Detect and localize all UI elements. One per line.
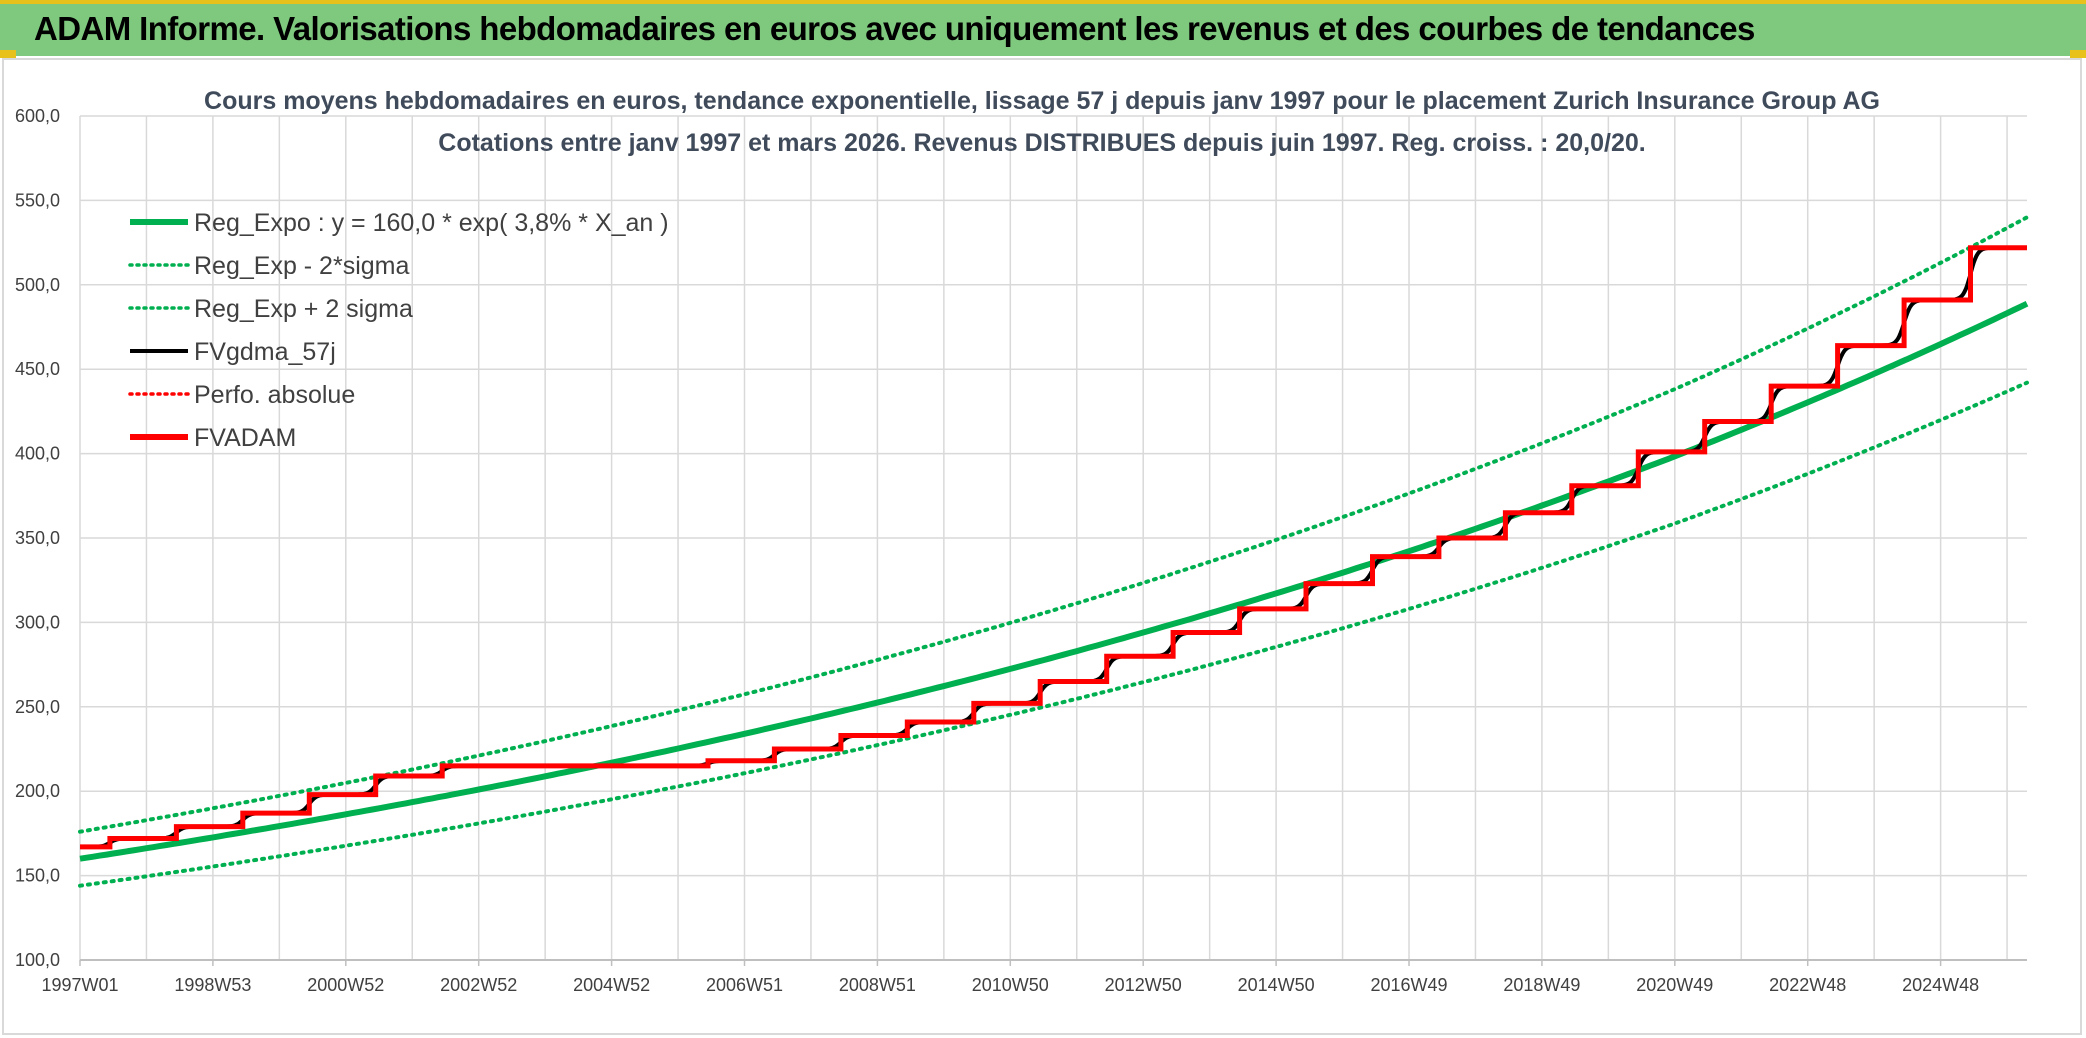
y-tick-label: 150,0	[15, 866, 60, 886]
chart-subtitle: Cotations entre janv 1997 et mars 2026. …	[438, 129, 1645, 157]
legend-label: Reg_Expo : y = 160,0 * exp( 3,8% * X_an …	[194, 209, 669, 237]
x-tick-label: 2000W52	[307, 975, 384, 995]
legend-label: Perfo. absolue	[194, 381, 355, 409]
series-reg-expo	[79, 301, 2029, 862]
legend-label: Reg_Exp + 2 sigma	[194, 295, 413, 323]
x-tick-label: 2004W52	[573, 975, 650, 995]
report-banner: ADAM Informe. Valorisations hebdomadaire…	[0, 0, 2086, 56]
corner-mark-left	[0, 50, 16, 58]
legend-label: FVgdma_57j	[194, 338, 336, 366]
x-tick-label: 2006W51	[706, 975, 783, 995]
x-tick-label: 2022W48	[1769, 975, 1846, 995]
series-reg-exp-plus-2sigma	[78, 215, 2029, 834]
y-tick-label: 600,0	[15, 106, 60, 126]
x-tick-label: 2012W50	[1105, 975, 1182, 995]
x-tick-label: 2018W49	[1503, 975, 1580, 995]
y-tick-label: 400,0	[15, 444, 60, 464]
chart-area	[2, 58, 2082, 1035]
chart-title: Cours moyens hebdomadaires en euros, ten…	[204, 87, 1880, 115]
x-tick-label: 2016W49	[1370, 975, 1447, 995]
x-tick-label: 2020W49	[1636, 975, 1713, 995]
grid-lines	[79, 115, 2027, 961]
corner-mark-right	[2070, 50, 2086, 58]
x-tick-label: 2002W52	[440, 975, 517, 995]
y-tick-label: 350,0	[15, 528, 60, 548]
x-tick-label: 2008W51	[839, 975, 916, 995]
y-tick-label: 200,0	[15, 781, 60, 801]
y-tick-label: 300,0	[15, 612, 60, 632]
x-tick-label: 2024W48	[1902, 975, 1979, 995]
axis-labels: 100,0 150,0 200,0 250,0 300,0 350,0 400,0 450,0…	[15, 106, 2027, 995]
series-fvgdma-57j	[80, 245, 2027, 849]
series-lines	[78, 215, 2029, 888]
y-tick-label: 450,0	[15, 359, 60, 379]
legend: Reg_Expo : y = 160,0 * exp( 3,8% * X_an …	[128, 209, 669, 452]
x-tick-label: 1997W01	[41, 975, 118, 995]
x-tick-label: 2014W50	[1238, 975, 1315, 995]
y-tick-label: 250,0	[15, 697, 60, 717]
y-tick-label: 500,0	[15, 275, 60, 295]
x-tick-label: 2010W50	[972, 975, 1049, 995]
report-title: ADAM Informe. Valorisations hebdomadaire…	[34, 10, 1755, 47]
series-reg-exp-minus-2sigma	[78, 380, 2029, 888]
series-fvadam	[80, 245, 2027, 850]
y-tick-label: 550,0	[15, 190, 60, 210]
legend-label: Reg_Exp - 2*sigma	[194, 252, 409, 280]
legend-label: FVADAM	[194, 424, 296, 452]
x-tick-label: 1998W53	[174, 975, 251, 995]
y-tick-label: 100,0	[15, 950, 60, 970]
